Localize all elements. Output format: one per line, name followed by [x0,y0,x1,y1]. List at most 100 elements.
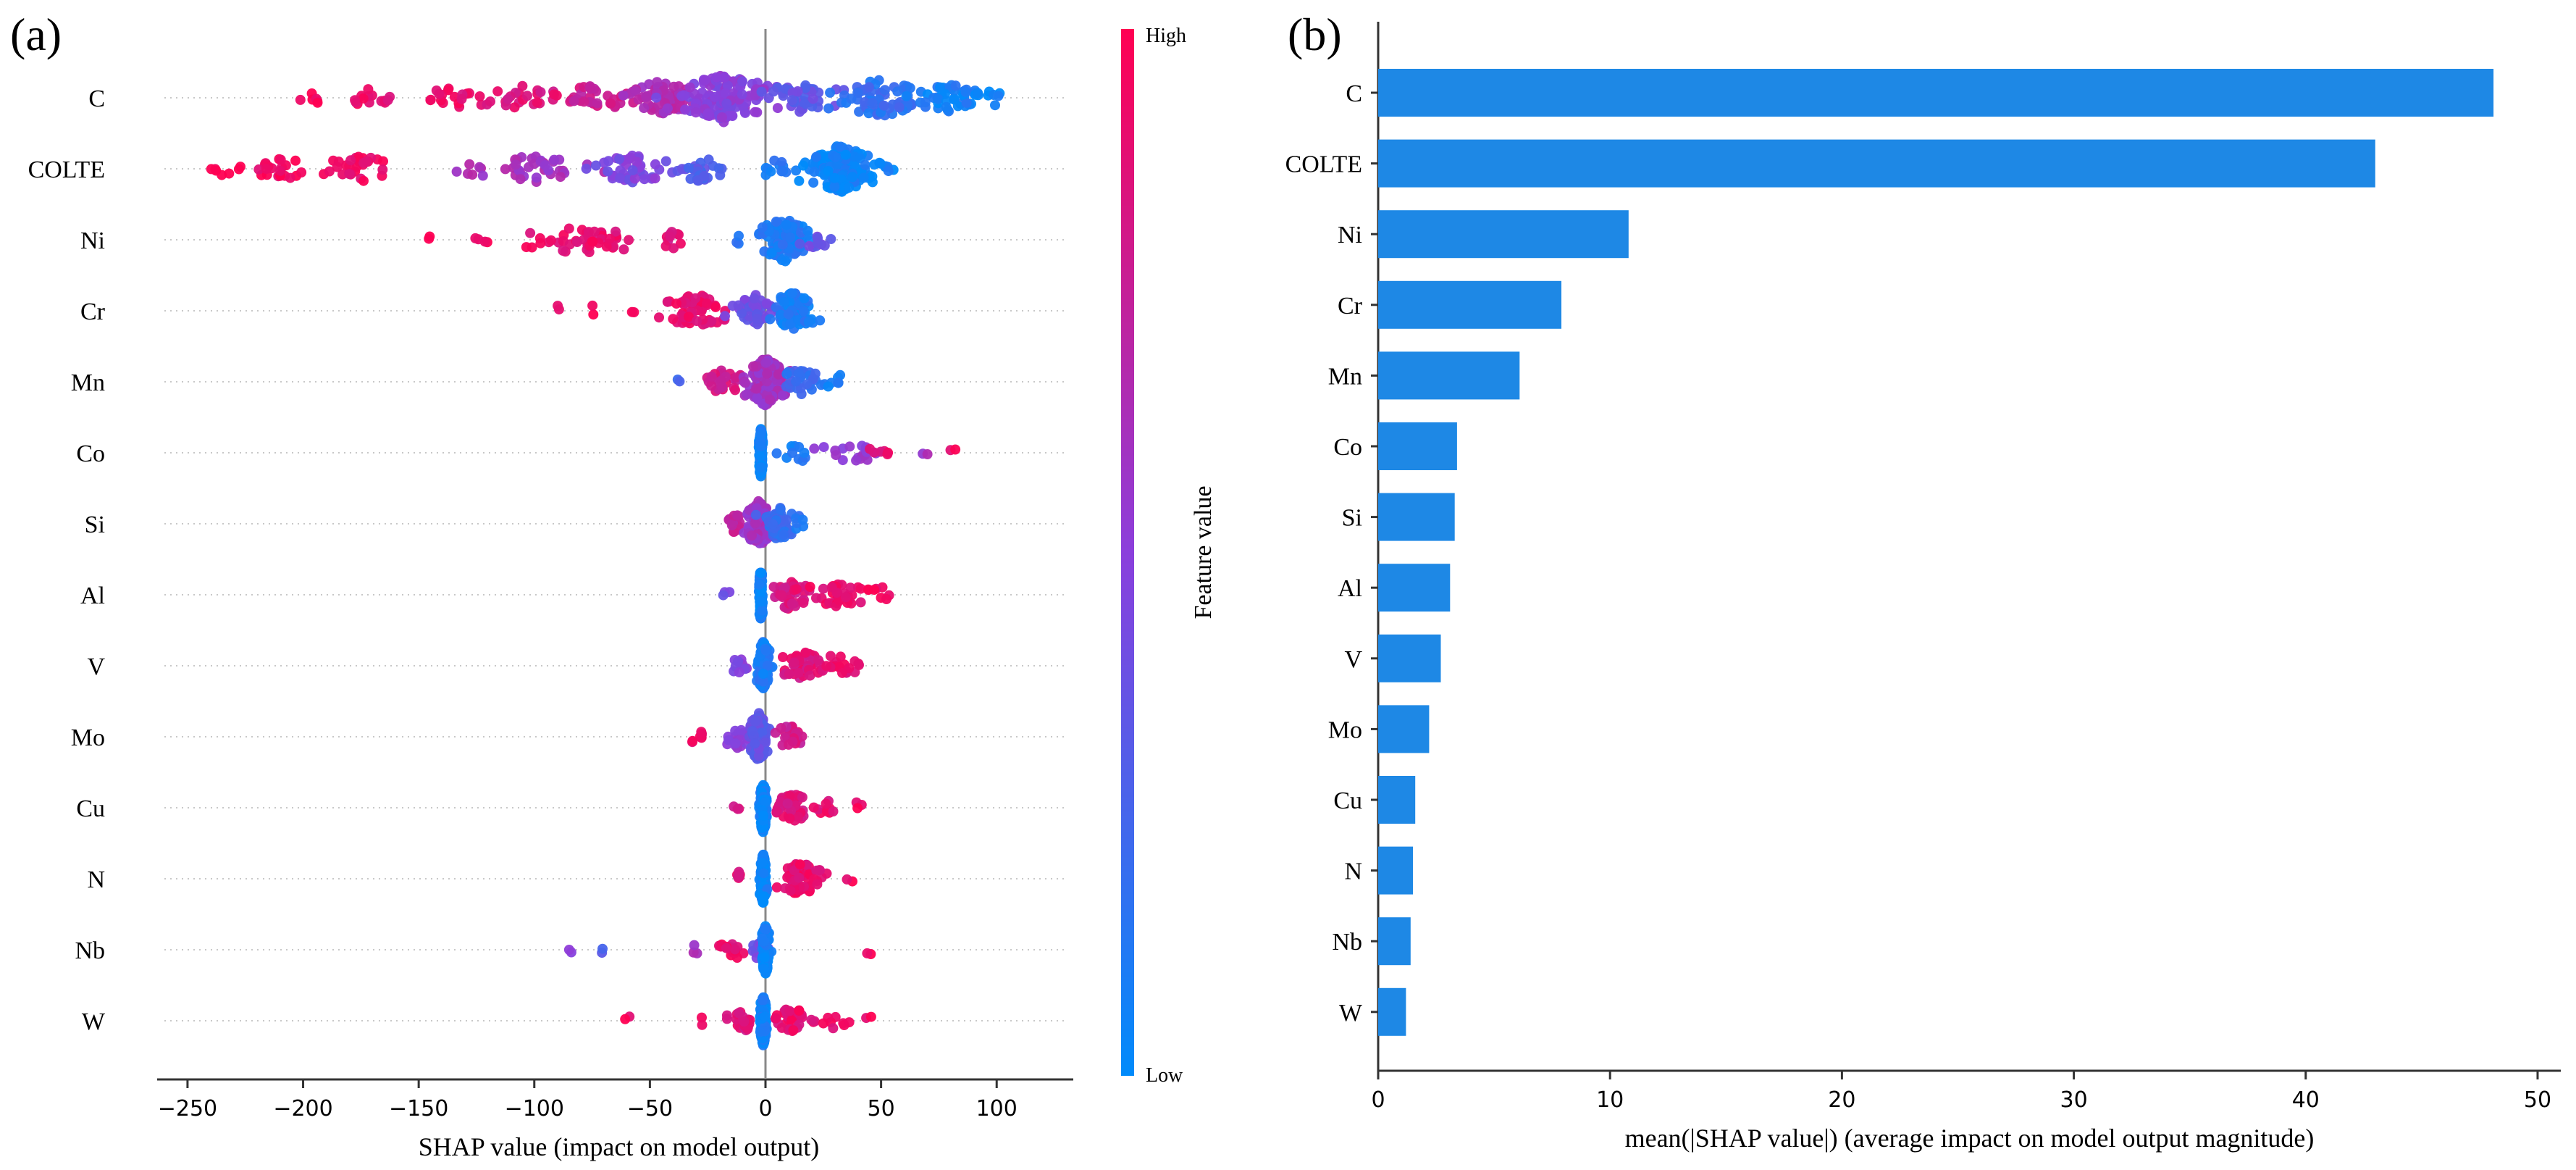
shap-dot [990,100,1000,111]
feature-label: V [87,653,105,680]
shap-dot [773,369,784,380]
shap-dot [474,91,485,101]
shap-dot [532,97,542,108]
shap-dot [758,868,769,879]
bar-Mn [1378,351,1520,400]
shap-dot [776,590,787,601]
shap-dot [755,441,766,451]
shap-dot [807,93,818,104]
bar-Ni [1378,210,1629,259]
shap-dot [620,1014,631,1024]
shap-dot [584,82,595,93]
shap-dot [706,371,717,382]
shap-dot [732,803,743,814]
shap-dot [840,592,851,603]
shap-dot [821,661,832,672]
shap-dot [344,169,355,180]
shap-dot [844,441,855,452]
bar-N [1378,846,1413,895]
shap-dot [862,948,873,958]
shap-dot [846,93,857,104]
shap-dot [844,183,855,193]
shap-dot [632,156,642,167]
shap-dot [378,156,388,167]
series-Si [723,496,809,548]
shap-dot [811,865,822,876]
shap-dot [750,518,760,529]
shap-dot [680,104,690,115]
shap-dot [797,792,807,803]
shap-dot [867,98,878,108]
x-tick-label-b: 40 [2292,1087,2320,1113]
feature-label: C [88,85,105,112]
shap-dot [794,175,805,186]
shap-dot [729,944,740,955]
shap-dot [434,88,445,99]
bar-C [1378,69,2494,117]
shap-dot [831,588,842,598]
shap-dot [660,241,671,251]
series-Mo [687,708,807,764]
shap-dot [825,651,836,661]
shap-dot [525,227,536,238]
shap-dot [747,530,757,541]
shap-dot [941,101,952,112]
colorbar-high-label: High [1146,25,1186,47]
shap-dot [751,383,762,394]
shap-dot [296,167,307,177]
shap-dot [852,87,863,98]
shap-dot [754,580,765,590]
bar-category-label: Ni [1338,222,1362,248]
panel-label-b: (b) [1288,9,1342,60]
shap-dot [549,89,560,100]
shap-dot [737,308,747,319]
shap-dot [603,156,614,167]
bar-category-label: Al [1338,575,1362,602]
shap-dot [627,165,638,176]
shap-dot [721,943,731,953]
feature-label: Mn [71,369,105,396]
shap-dot [755,451,766,461]
shap-dot [684,312,694,322]
shap-dot [794,106,805,117]
shap-dot [823,103,834,114]
shap-dot [674,376,685,387]
shap-dot [733,872,744,882]
shap-dot [740,377,750,388]
shap-dot [332,162,343,172]
shap-dot [786,95,797,106]
shap-dot [755,429,766,440]
shap-dot [730,738,741,749]
shap-bar-panel: C COLTE Ni Cr Mn Co Si Al V Mo Cu N Nb W 0 10 20 30 40 50 me… [1285,22,2561,1153]
shap-dot [668,314,679,325]
shap-dot [798,160,808,171]
shap-dot [823,166,834,177]
shap-dot [933,93,944,104]
shap-dot [521,242,532,253]
shap-dot [720,311,730,322]
shap-dot [615,165,626,176]
shap-dot [758,669,768,679]
shap-dot [783,739,794,750]
shap-dot [894,102,905,113]
x-tick-label-b: 0 [1371,1087,1385,1113]
shap-dot [828,806,839,816]
shap-dot [261,164,272,174]
feature-label: W [82,1008,106,1035]
shap-dot [882,449,893,459]
feature-label: Si [85,511,105,538]
shap-dot [807,101,818,112]
shap-dot [470,233,481,243]
shap-dot [749,293,760,304]
shap-dot [762,660,773,671]
shap-dot [467,170,478,180]
shap-dot [760,645,771,656]
shap-dot [854,660,864,670]
shap-dot [733,656,744,667]
shap-dot [780,256,791,267]
shap-dot [798,306,809,317]
shap-dot [651,92,662,103]
shap-dot [934,82,945,93]
x-tick-label-b: 30 [2060,1087,2087,1113]
